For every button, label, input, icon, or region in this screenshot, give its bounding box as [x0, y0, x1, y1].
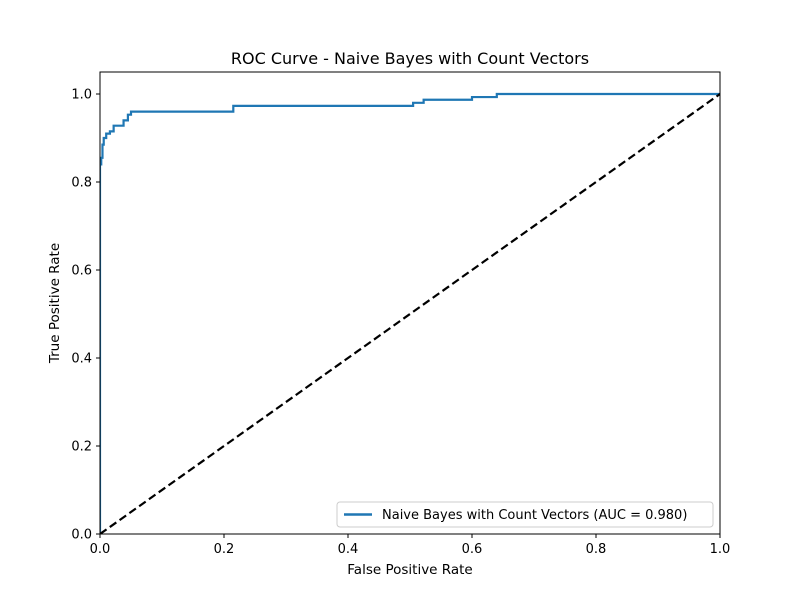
y-tick-label: 1.0 — [71, 88, 92, 103]
y-tick-label: 0.0 — [71, 528, 92, 543]
y-tick-label: 0.6 — [71, 264, 92, 279]
y-axis-ticks: 0.0 0.2 0.4 0.6 0.8 1.0 — [71, 88, 100, 543]
y-tick-label: 0.2 — [71, 440, 92, 455]
x-axis-ticks: 0.0 0.2 0.4 0.6 0.8 1.0 — [90, 534, 731, 557]
y-tick-label: 0.4 — [71, 352, 92, 367]
x-tick-label: 1.0 — [710, 542, 731, 557]
x-tick-label: 0.6 — [462, 542, 483, 557]
x-tick-label: 0.2 — [214, 542, 235, 557]
plot-area: 0.0 0.2 0.4 0.6 0.8 1.0 0.0 0.2 0.4 0.6 0.8 1.0 — [71, 71, 731, 557]
x-tick-label: 0.8 — [586, 542, 607, 557]
series-layer — [100, 92, 720, 534]
x-tick-label: 0.4 — [338, 542, 359, 557]
legend: Naive Bayes with Count Vectors (AUC = 0.… — [336, 501, 714, 528]
chance-diagonal-line — [100, 93, 720, 534]
legend-box — [336, 501, 714, 528]
legend-entry-label: Naive Bayes with Count Vectors (AUC = 0.… — [382, 508, 687, 523]
x-axis-label: False Positive Rate — [347, 562, 472, 578]
x-tick-label: 0.0 — [90, 542, 111, 557]
plot-frame — [99, 71, 721, 535]
y-tick-label: 0.8 — [71, 176, 92, 191]
y-axis-label: True Positive Rate — [47, 243, 63, 364]
roc-curve-line — [100, 92, 720, 534]
chart-title: ROC Curve - Naive Bayes with Count Vecto… — [231, 49, 589, 68]
